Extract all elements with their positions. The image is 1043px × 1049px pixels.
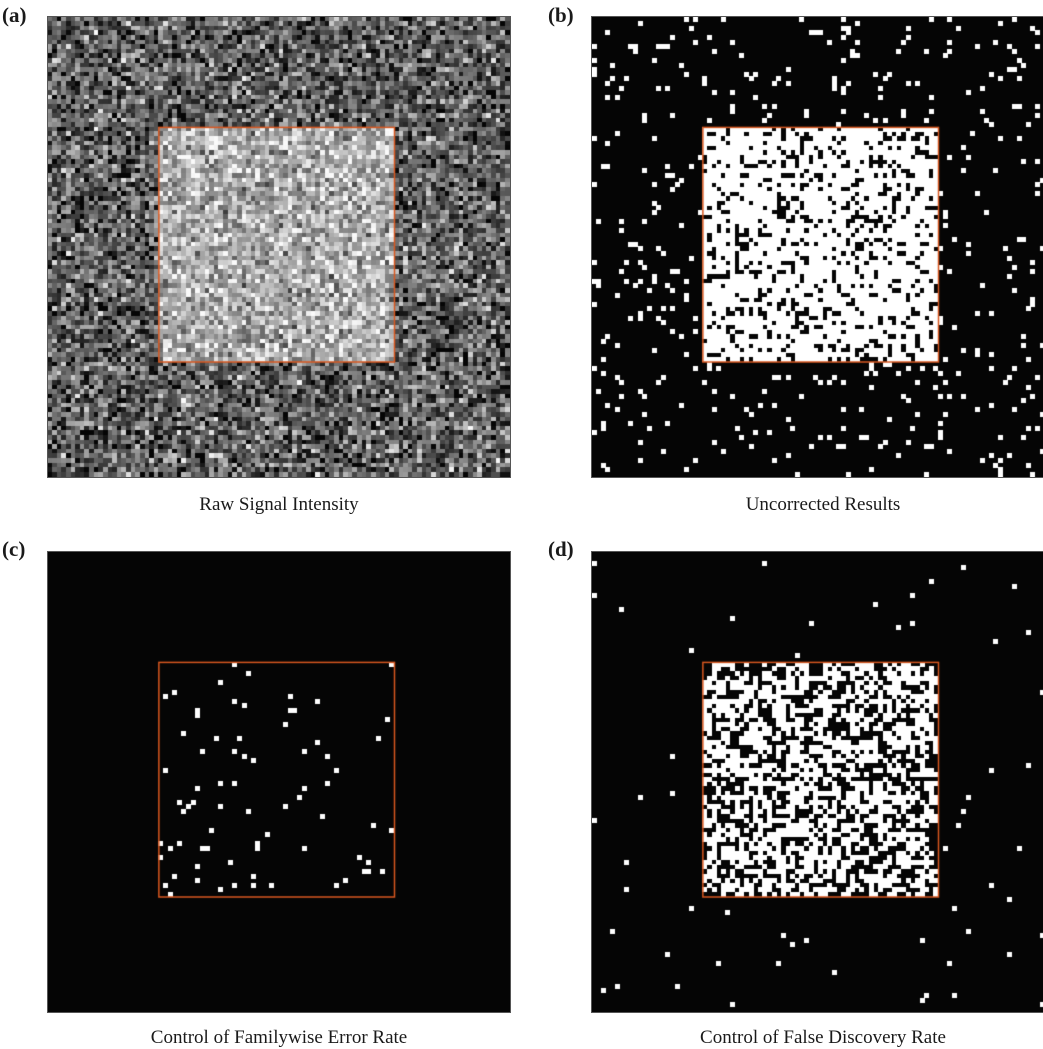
- panel-a-raw-signal-intensity-image: [47, 16, 511, 478]
- panel-b-uncorrected-results-image: [591, 16, 1043, 478]
- caption-b: Uncorrected Results: [745, 494, 901, 515]
- panel-letter-b: (b): [548, 3, 574, 27]
- panel-letter-a: (a): [2, 3, 27, 27]
- panel-letter-c: (c): [2, 537, 26, 561]
- panel-d-false-discovery-rate-image: [591, 551, 1043, 1013]
- caption-c: Control of Familywise Error Rate: [150, 1027, 408, 1048]
- panel-letter-d: (d): [548, 537, 574, 561]
- caption-a: Raw Signal Intensity: [199, 494, 359, 515]
- panel-c-familywise-error-rate-image: [47, 551, 511, 1013]
- caption-d: Control of False Discovery Rate: [700, 1027, 946, 1048]
